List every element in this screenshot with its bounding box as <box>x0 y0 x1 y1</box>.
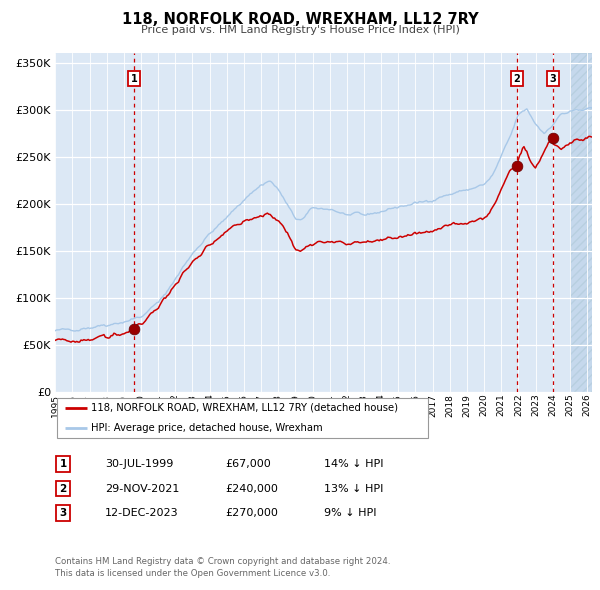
Text: 1: 1 <box>130 74 137 84</box>
Bar <box>570 53 600 392</box>
Text: 2: 2 <box>59 484 67 493</box>
Text: 13% ↓ HPI: 13% ↓ HPI <box>324 484 383 493</box>
Text: £240,000: £240,000 <box>225 484 278 493</box>
Text: Price paid vs. HM Land Registry's House Price Index (HPI): Price paid vs. HM Land Registry's House … <box>140 25 460 35</box>
Text: 30-JUL-1999: 30-JUL-1999 <box>105 459 173 468</box>
Text: £67,000: £67,000 <box>225 459 271 468</box>
Bar <box>570 53 600 392</box>
Text: 3: 3 <box>59 509 67 518</box>
Text: 14% ↓ HPI: 14% ↓ HPI <box>324 459 383 468</box>
Text: 9% ↓ HPI: 9% ↓ HPI <box>324 509 377 518</box>
FancyBboxPatch shape <box>57 398 428 438</box>
Point <box>512 162 522 171</box>
Text: 12-DEC-2023: 12-DEC-2023 <box>105 509 179 518</box>
Text: 118, NORFOLK ROAD, WREXHAM, LL12 7RY (detached house): 118, NORFOLK ROAD, WREXHAM, LL12 7RY (de… <box>91 403 398 413</box>
Text: This data is licensed under the Open Government Licence v3.0.: This data is licensed under the Open Gov… <box>55 569 331 578</box>
Text: 3: 3 <box>550 74 556 84</box>
Text: 1: 1 <box>59 459 67 468</box>
Point <box>548 133 557 143</box>
Text: HPI: Average price, detached house, Wrexham: HPI: Average price, detached house, Wrex… <box>91 423 322 433</box>
Text: Contains HM Land Registry data © Crown copyright and database right 2024.: Contains HM Land Registry data © Crown c… <box>55 558 391 566</box>
Text: 2: 2 <box>514 74 520 84</box>
Text: £270,000: £270,000 <box>225 509 278 518</box>
Text: 118, NORFOLK ROAD, WREXHAM, LL12 7RY: 118, NORFOLK ROAD, WREXHAM, LL12 7RY <box>122 12 478 27</box>
Point <box>129 324 139 334</box>
Text: 29-NOV-2021: 29-NOV-2021 <box>105 484 179 493</box>
